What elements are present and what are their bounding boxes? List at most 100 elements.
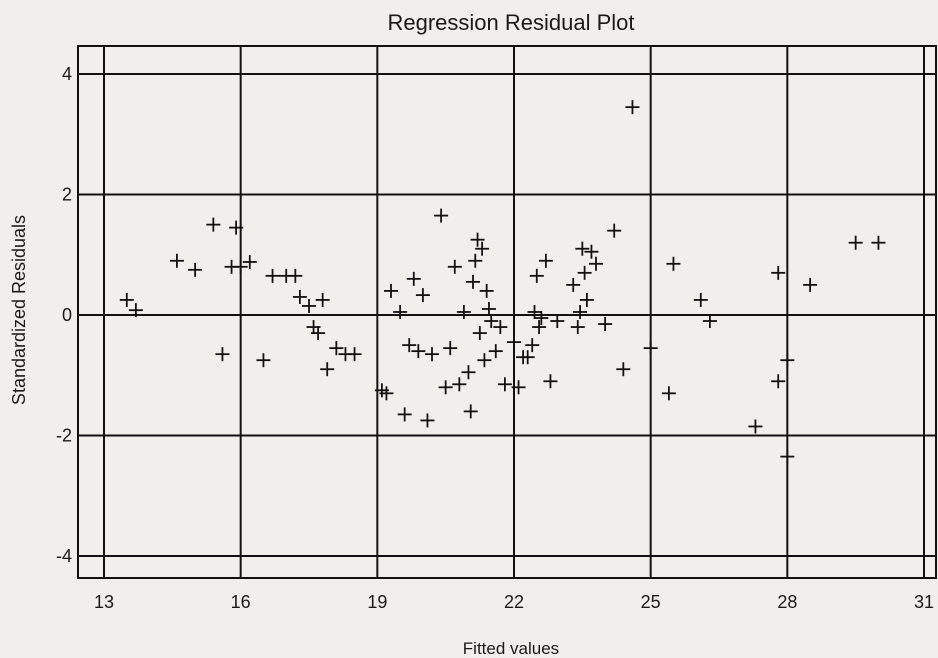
data-point [550, 314, 565, 329]
data-point [456, 304, 471, 319]
scatter-points [119, 100, 886, 464]
data-point [625, 100, 640, 115]
x-axis-ticks: 13 16 19 22 25 28 31 [94, 592, 934, 612]
data-point [406, 271, 421, 286]
data-point [302, 298, 316, 313]
data-point [447, 259, 462, 274]
data-point [402, 338, 417, 353]
data-point [570, 320, 585, 335]
data-point [438, 380, 453, 395]
data-point [425, 347, 439, 362]
data-point [527, 304, 542, 319]
data-point [488, 344, 503, 359]
data-point [329, 341, 344, 356]
data-point [525, 338, 540, 353]
data-point [484, 314, 499, 329]
data-point [493, 320, 508, 335]
x-tick-label: 19 [367, 592, 387, 612]
data-point [463, 404, 478, 419]
data-point [661, 386, 676, 401]
data-point [470, 232, 485, 247]
data-point [242, 254, 257, 269]
data-point [472, 326, 487, 341]
data-point [443, 341, 458, 356]
data-point [584, 244, 599, 259]
data-point [420, 413, 435, 428]
data-point [577, 265, 592, 280]
y-axis-label: Standardized Residuals [9, 215, 29, 405]
data-point [771, 374, 786, 389]
data-point [598, 317, 613, 332]
data-point [803, 277, 818, 292]
data-point [461, 365, 476, 380]
data-point [643, 341, 658, 356]
data-point [666, 256, 681, 271]
data-point [452, 377, 467, 392]
data-point [607, 223, 622, 238]
data-point [579, 292, 594, 307]
data-point [411, 344, 426, 359]
data-point [702, 314, 717, 329]
x-tick-label: 13 [94, 592, 114, 612]
data-point [780, 449, 795, 464]
y-tick-label: 0 [62, 305, 72, 325]
plot-frame [77, 45, 937, 579]
data-point [434, 208, 449, 223]
data-point [520, 350, 535, 365]
data-point [566, 277, 581, 292]
data-point [543, 374, 558, 389]
x-axis-label: Fitted values [463, 639, 559, 658]
data-point [616, 362, 631, 377]
data-point [871, 235, 886, 250]
data-point [507, 335, 521, 350]
data-point [206, 217, 221, 232]
x-tick-label: 31 [914, 592, 934, 612]
data-point [384, 283, 398, 298]
data-point [771, 265, 786, 280]
data-point [265, 268, 280, 283]
data-point [534, 311, 549, 326]
data-point [188, 262, 203, 277]
data-point [119, 292, 134, 307]
data-point [233, 259, 248, 274]
data-point [477, 353, 492, 368]
data-point [169, 253, 184, 268]
data-point [379, 386, 394, 401]
data-point [468, 253, 483, 268]
data-point [393, 304, 408, 319]
data-point [475, 241, 490, 256]
y-tick-label: 2 [62, 185, 72, 205]
data-point [215, 347, 230, 362]
y-tick-label: 4 [62, 64, 72, 84]
data-point [573, 304, 588, 319]
y-axis-ticks: -4 -2 0 2 4 [56, 64, 72, 566]
x-tick-label: 28 [777, 592, 797, 612]
chart-title: Regression Residual Plot [387, 10, 634, 35]
data-point [415, 288, 430, 303]
data-point [780, 353, 795, 368]
data-point [575, 241, 590, 256]
data-point [466, 274, 480, 289]
data-point [693, 292, 708, 307]
data-point [589, 256, 603, 271]
data-point [229, 220, 244, 235]
data-point [532, 320, 547, 335]
data-point [511, 380, 526, 395]
data-point [288, 268, 303, 283]
data-point [397, 407, 412, 422]
grid-lines [78, 46, 936, 578]
data-point [479, 283, 494, 298]
data-point [292, 289, 307, 304]
data-point [347, 347, 362, 362]
data-point [311, 326, 326, 341]
data-point [538, 253, 553, 268]
x-tick-label: 25 [641, 592, 661, 612]
y-tick-label: -2 [56, 426, 72, 446]
data-point [128, 303, 143, 318]
data-point [748, 419, 763, 434]
data-point [315, 292, 330, 307]
x-tick-label: 16 [231, 592, 251, 612]
data-point [848, 235, 863, 250]
